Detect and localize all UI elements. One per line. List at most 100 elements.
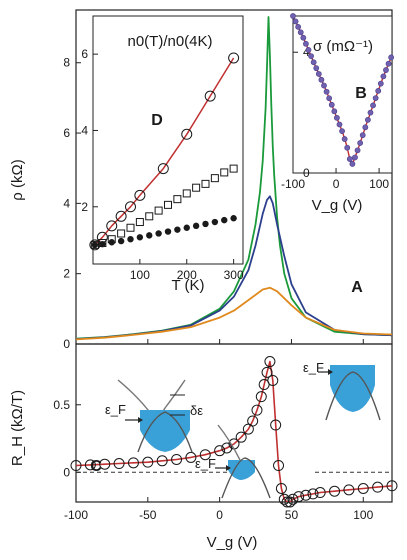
data-point: [352, 154, 358, 161]
data-point: [267, 374, 279, 386]
inset-b-title: σ (mΩ⁻¹): [313, 38, 373, 55]
data-point-square: [117, 229, 126, 238]
data-point-circle: [134, 189, 146, 201]
cartoon-mid-fill: [228, 460, 255, 480]
y-tick-label: 0: [63, 465, 70, 479]
delta-epsilon-label: δε: [190, 403, 203, 418]
data-point-square: [220, 168, 229, 177]
y-axis-label: R_H (kΩ/T): [9, 390, 26, 466]
y-tick-label: 2: [63, 267, 70, 281]
panel-c-frame: [75, 343, 393, 503]
cartoon-left-fill: [140, 410, 190, 452]
data-point-square: [154, 206, 163, 215]
data-point: [127, 457, 139, 469]
data-point: [377, 80, 384, 87]
data-point-filled: [230, 215, 237, 222]
fermi-label-right: ε_F: [303, 360, 324, 375]
data-point: [334, 114, 340, 121]
cartoon-mid-conduction: [217, 424, 241, 461]
y-tick-label: 8: [63, 56, 70, 70]
data-point-square: [145, 212, 154, 221]
data-point: [300, 489, 312, 501]
panel-label-c: C: [90, 458, 102, 475]
x-axis-label: V_g (V): [312, 197, 363, 214]
data-point: [284, 496, 296, 508]
data-point: [370, 102, 376, 109]
y-tick-label: 0.5: [53, 398, 70, 412]
data-point-filled: [117, 237, 125, 245]
x-tick-label: 0: [333, 177, 340, 191]
data-point-circle: [204, 90, 216, 102]
inset-d-plot: 2 4 6 100 200 300 n0(T)/n0(4K) T (K) D: [81, 33, 244, 294]
data-point: [270, 419, 282, 431]
data-point: [386, 480, 398, 492]
data-point-square: [135, 218, 144, 227]
arrow-mid-head: [226, 465, 231, 471]
data-point-filled: [183, 224, 190, 231]
panel-label-d: D: [151, 112, 163, 129]
data-point: [113, 458, 125, 470]
data-point: [235, 431, 247, 443]
y-tick-label: 4: [81, 123, 88, 137]
fermi-label-left: ε_F: [105, 402, 126, 417]
x-axis-label: V_g (V): [207, 534, 258, 551]
data-point-filled: [164, 228, 172, 235]
data-point: [380, 73, 387, 80]
data-point-filled: [221, 216, 228, 224]
data-point: [359, 132, 366, 139]
data-point: [255, 391, 267, 403]
data-point: [385, 60, 392, 67]
data-point: [247, 415, 259, 427]
x-tick-label: 100: [353, 508, 373, 522]
data-point: [383, 67, 389, 73]
data-point-filled: [146, 232, 153, 239]
data-point-circle: [157, 163, 169, 175]
data-point: [341, 136, 348, 142]
data-point: [310, 59, 317, 66]
data-point: [375, 87, 382, 94]
data-point: [314, 487, 326, 499]
cartoon-right-fill: [330, 365, 375, 412]
data-point-circle: [115, 210, 127, 222]
fit-line: [94, 57, 235, 246]
data-point: [199, 449, 211, 461]
data-point-circle: [106, 220, 118, 232]
data-point: [171, 453, 183, 465]
cartoon-mid-valence: [221, 457, 271, 499]
data-point: [308, 53, 314, 59]
data-point-filled: [174, 226, 181, 233]
data-point: [281, 496, 293, 508]
y-tick-label: 4: [303, 45, 310, 59]
data-point-square: [173, 195, 182, 204]
data-point: [388, 54, 395, 61]
data-point: [313, 65, 320, 72]
data-point: [273, 460, 285, 472]
x-tick-label: 200: [177, 268, 197, 282]
data-point: [293, 491, 305, 503]
data-point: [261, 366, 273, 378]
inset-b-frame: [292, 15, 393, 174]
data-point-filled: [192, 222, 200, 230]
data-point: [185, 451, 197, 463]
arrow-right-head: [328, 369, 333, 375]
x-tick-label: -50: [139, 508, 157, 522]
data-point-filled: [211, 218, 219, 226]
x-tick-label: 300: [224, 268, 244, 282]
data-point: [331, 108, 338, 115]
data-point: [323, 88, 330, 95]
data-point: [344, 144, 351, 151]
band-cartoons: [117, 365, 381, 499]
data-point-square: [182, 189, 191, 198]
data-point: [318, 76, 325, 83]
x-tick-label: 0: [216, 508, 223, 522]
data-point-square: [229, 164, 238, 173]
data-point: [362, 124, 369, 131]
fermi-label-middle: ε_F: [195, 456, 216, 471]
data-point: [315, 71, 322, 77]
data-point: [349, 161, 356, 167]
data-point-filled: [202, 220, 209, 228]
data-point: [290, 13, 296, 19]
y-axis-label: ρ (kΩ): [9, 159, 26, 200]
data-point: [295, 23, 302, 30]
